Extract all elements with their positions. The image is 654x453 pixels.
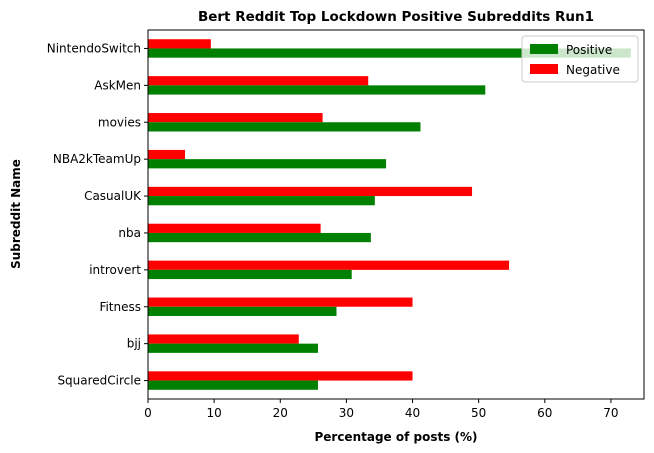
bar-positive-NintendoSwitch bbox=[148, 48, 631, 58]
bar-positive-CasualUK bbox=[148, 196, 375, 206]
bar-negative-NBA2kTeamUp bbox=[148, 149, 186, 160]
legend-label-positive: Positive bbox=[566, 43, 612, 57]
legend-swatch-negative bbox=[530, 64, 558, 74]
y-tick-label: AskMen bbox=[94, 78, 141, 92]
bar-negative-Fitness bbox=[148, 297, 413, 307]
bar-positive-NBA2kTeamUp bbox=[148, 159, 387, 169]
bar-positive-nba bbox=[148, 232, 371, 243]
bar-negative-movies bbox=[148, 113, 323, 123]
plot-frame bbox=[147, 29, 645, 400]
y-tick-label: movies bbox=[98, 115, 141, 129]
bar-negative-introvert bbox=[148, 260, 510, 270]
y-tick-label: introvert bbox=[89, 263, 141, 277]
x-tick-label: 40 bbox=[405, 406, 420, 420]
x-tick-label: 10 bbox=[206, 406, 221, 420]
x-tick-label: 30 bbox=[339, 406, 354, 420]
bar-negative-AskMen bbox=[148, 76, 369, 86]
x-axis-label: Percentage of posts (%) bbox=[314, 430, 477, 444]
x-tick-label: 70 bbox=[603, 406, 618, 420]
chart-title: Bert Reddit Top Lockdown Positive Subred… bbox=[198, 9, 594, 25]
x-tick-label: 50 bbox=[471, 406, 486, 420]
bar-negative-nba bbox=[148, 223, 321, 233]
bar-positive-SquaredCircle bbox=[148, 380, 318, 390]
bar-positive-movies bbox=[148, 122, 421, 132]
bar-positive-bjj bbox=[148, 343, 318, 353]
bars-group bbox=[148, 39, 631, 390]
bar-negative-bjj bbox=[148, 334, 299, 344]
bar-negative-SquaredCircle bbox=[148, 371, 413, 381]
legend-label-negative: Negative bbox=[566, 63, 620, 77]
y-axis-ticks: NintendoSwitch AskMen movies NBA2kTeamUp Cas… bbox=[47, 41, 148, 388]
y-tick-label: NintendoSwitch bbox=[47, 41, 141, 55]
x-tick-label: 20 bbox=[273, 406, 288, 420]
bar-negative-NintendoSwitch bbox=[148, 39, 211, 49]
x-tick-label: 60 bbox=[537, 406, 552, 420]
x-tick-label: 0 bbox=[144, 406, 152, 420]
bar-negative-CasualUK bbox=[148, 186, 473, 197]
y-tick-label: Fitness bbox=[99, 300, 141, 314]
bar-positive-Fitness bbox=[148, 306, 337, 316]
y-tick-label: SquaredCircle bbox=[57, 374, 141, 388]
y-tick-label: CasualUK bbox=[84, 189, 142, 203]
legend: Positive Negative bbox=[521, 35, 639, 83]
y-axis-label: Subreddit Name bbox=[9, 159, 23, 269]
y-tick-label: NBA2kTeamUp bbox=[53, 152, 141, 166]
y-tick-label: nba bbox=[118, 226, 141, 240]
legend-swatch-positive bbox=[530, 44, 558, 54]
bar-positive-introvert bbox=[148, 269, 352, 280]
y-tick-label: bjj bbox=[127, 337, 141, 351]
x-axis-ticks: 0 10 20 30 40 50 60 70 bbox=[144, 399, 619, 420]
bar-positive-AskMen bbox=[148, 85, 486, 95]
